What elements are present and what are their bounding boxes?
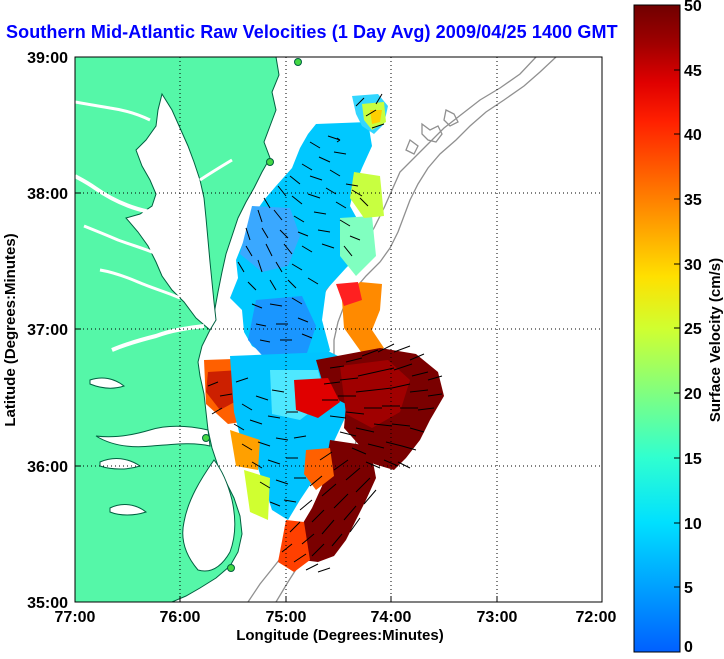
- y-tick-label: 38:00: [27, 186, 68, 203]
- y-tick-label: 36:00: [27, 459, 68, 476]
- x-tick-label: 76:00: [160, 609, 201, 626]
- colorbar-tick-label: 30: [684, 257, 702, 274]
- y-axis-label: Latitude (Degrees:Minutes): [2, 233, 19, 426]
- river-upper-bay: [75, 100, 151, 122]
- velocity-vectors: [207, 93, 443, 573]
- x-tick-label: 75:00: [266, 609, 307, 626]
- colorbar-tick-label: 35: [684, 192, 702, 209]
- radar-stations: [202, 58, 302, 572]
- y-axis: [75, 56, 81, 603]
- x-tick-label: 73:00: [477, 609, 518, 626]
- colorbar-tick-label: 50: [684, 0, 702, 15]
- y-tick-label: 35:00: [27, 595, 68, 612]
- y-tick-label: 39:00: [27, 50, 68, 67]
- x-tick-label: 77:00: [55, 609, 96, 626]
- colorbar-tick-label: 5: [684, 580, 693, 597]
- station-marker: [202, 434, 210, 442]
- x-axis: [74, 596, 603, 602]
- colorbar-tick-label: 10: [684, 516, 702, 533]
- colorbar-tick-label: 40: [684, 127, 702, 144]
- river-rappahannock: [83, 224, 167, 260]
- y-tick-label: 37:00: [27, 322, 68, 339]
- map-title: Southern Mid-Atlantic Raw Velocities (1 …: [6, 22, 618, 42]
- colorbar-label: Surface Velocity (cm/s): [707, 258, 724, 422]
- colorbar-tick-label: 45: [684, 63, 702, 80]
- x-tick-label: 74:00: [371, 609, 412, 626]
- colorbar-ticks: [674, 4, 680, 653]
- pamlico-sound: [182, 459, 236, 572]
- river-nanticoke: [199, 158, 233, 182]
- river-james: [111, 324, 205, 352]
- x-axis-label: Longitude (Degrees:Minutes): [236, 627, 444, 644]
- x-tick-label: 72:00: [576, 609, 617, 626]
- river-potomac: [75, 174, 151, 214]
- station-marker: [266, 158, 274, 166]
- colorbar-tick-label: 25: [684, 321, 702, 338]
- inland-water-2: [109, 504, 148, 516]
- colorbar: [633, 4, 681, 653]
- river-york: [99, 268, 181, 300]
- velocity-field: [204, 94, 444, 572]
- colorbar-tick-label: 20: [684, 386, 702, 403]
- albemarle-sound: [95, 425, 211, 448]
- grid-lines: [75, 57, 602, 602]
- inland-water-3: [89, 377, 126, 389]
- colorbar-tick-label: 15: [684, 451, 702, 468]
- colorbar-tick-label: 0: [684, 639, 693, 656]
- station-marker: [227, 564, 235, 572]
- station-marker: [294, 58, 302, 66]
